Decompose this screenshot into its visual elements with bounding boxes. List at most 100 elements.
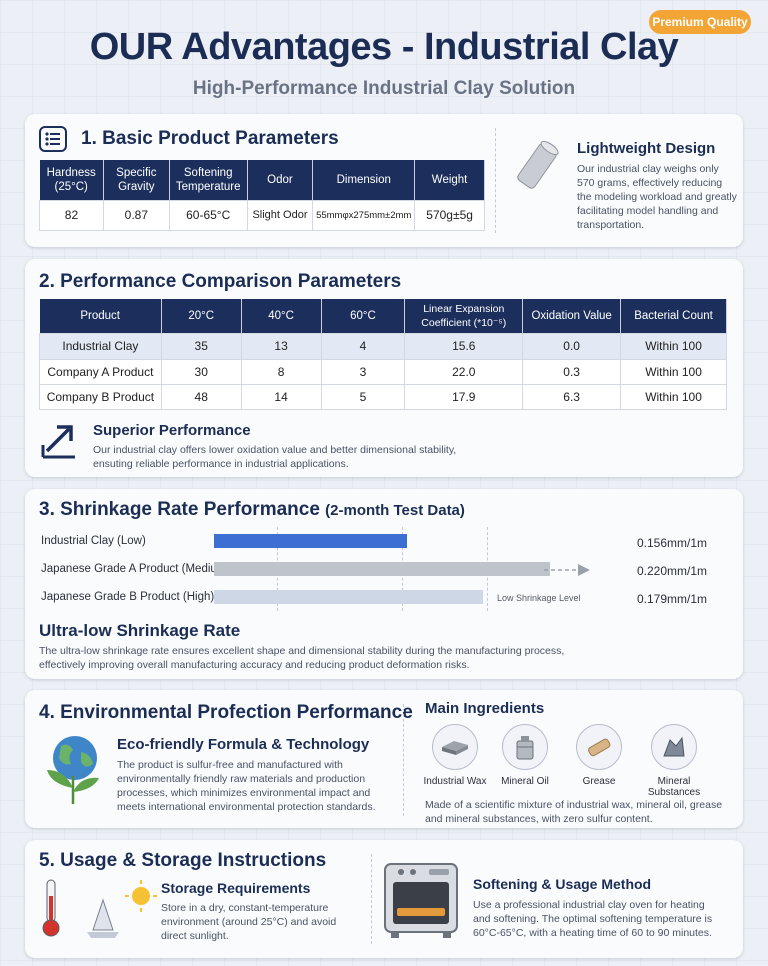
section3-title-text: 3. Shrinkage Rate Performance: [39, 499, 320, 520]
oven-icon: [381, 858, 461, 947]
section4-title: 4. Environmental Profection Performance: [39, 702, 413, 723]
bar-label-grade-b: Japanese Grade B Product (High): [41, 591, 215, 603]
table-cell: 3: [320, 358, 406, 385]
globe-leaf-icon: [37, 732, 107, 809]
bar-label-grade-a: Japanese Grade A Product (Medium): [41, 563, 231, 575]
section4-divider: [403, 704, 404, 816]
section-performance-comparison: 2. Performance Comparison Parameters Pro…: [25, 259, 743, 477]
header-40c: 40°C: [241, 299, 322, 333]
bar-value-grade-b: 0.179mm/1m: [637, 592, 708, 606]
grease-tube-icon: [576, 724, 622, 770]
premium-quality-badge: Premium Quality: [649, 10, 751, 34]
table-cell: 0.3: [522, 358, 622, 385]
ingredient-label: Grease: [582, 776, 616, 787]
table-cell: Within 100: [620, 358, 727, 385]
low-shrinkage-note: Low Shrinkage Level: [497, 593, 581, 603]
ingredient-label: Mineral Oil: [501, 776, 549, 787]
superior-performance-text: Our industrial clay offers lower oxidati…: [93, 444, 457, 470]
trend-up-arrow-icon: [39, 421, 79, 466]
ingredient-mineral-oil: Mineral Oil: [490, 724, 560, 787]
superior-performance-title: Superior Performance: [93, 422, 251, 439]
softening-usage-text: Use a professional industrial clay oven …: [473, 899, 713, 939]
bar-grade-a: [214, 562, 550, 576]
value-weight: 570g±5g: [414, 199, 485, 231]
section2-title: 2. Performance Comparison Parameters: [39, 271, 402, 292]
section-basic-parameters: 1. Basic Product Parameters Hardness (25…: [25, 114, 743, 247]
table-cell: 15.6: [404, 332, 524, 360]
header-bacterial-count: Bacterial Count: [620, 299, 727, 333]
thermometer-sun-icon: [37, 876, 157, 947]
header-softening-temperature: Softening Temperature: [169, 160, 248, 200]
performance-comparison-table: Product 20°C 40°C 60°C Linear Expansion …: [39, 299, 727, 410]
table-cell: 17.9: [404, 383, 524, 410]
table-cell: 5: [320, 383, 406, 410]
table-cell: 35: [160, 332, 242, 360]
table-cell: Company A Product: [39, 358, 162, 385]
ingredients-text: Made of a scientific mixture of industri…: [425, 799, 723, 825]
table-cell: 48: [160, 383, 242, 410]
page-subtitle: High-Performance Industrial Clay Solutio…: [192, 78, 576, 99]
table-cell: Industrial Clay: [39, 332, 162, 360]
header-product: Product: [39, 299, 162, 333]
header-oxidation-value: Oxidation Value: [522, 299, 622, 333]
section5-title: 5. Usage & Storage Instructions: [39, 850, 327, 871]
storage-requirements-title: Storage Requirements: [161, 880, 311, 896]
lightweight-design-text: Our industrial clay weighs only 570 gram…: [577, 163, 737, 231]
lightweight-design-title: Lightweight Design: [577, 140, 716, 157]
bar-value-industrial-clay: 0.156mm/1m: [637, 536, 708, 550]
value-specific-gravity: 0.87: [102, 199, 170, 231]
oil-can-icon: [502, 724, 548, 770]
section5-divider: [371, 854, 372, 944]
list-icon: [39, 126, 67, 152]
table-row: Industrial Clay 35 13 4 15.6 0.0 Within …: [39, 332, 727, 360]
ultra-low-shrinkage-text: The ultra-low shrinkage rate ensures exc…: [39, 645, 565, 671]
section-environmental-protection: 4. Environmental Profection Performance …: [25, 690, 743, 828]
ingredient-label: Mineral Substances: [647, 776, 701, 798]
table-cell: 4: [320, 332, 406, 360]
clay-roll-icon: [507, 134, 567, 203]
page-title: OUR Advantages - Industrial Clay: [89, 26, 679, 68]
value-odor: Slight Odor: [246, 199, 314, 231]
bar-label-industrial-clay: Industrial Clay (Low): [41, 535, 146, 547]
header-dimension: Dimension: [312, 160, 416, 200]
ultra-low-shrinkage-title: Ultra-low Shrinkage Rate: [39, 621, 241, 640]
main-ingredients-title: Main Ingredients: [425, 700, 545, 717]
section1-title: 1. Basic Product Parameters: [81, 128, 339, 149]
table-cell: 13: [240, 332, 322, 360]
softening-usage-title: Softening & Usage Method: [473, 876, 652, 892]
header-hardness: Hardness (25°C): [39, 160, 104, 200]
basic-parameters-table: Hardness (25°C) Specific Gravity Softeni…: [39, 160, 485, 231]
table-row: Company A Product 30 8 3 22.0 0.3 Within…: [39, 358, 727, 385]
ingredient-industrial-wax: Industrial Wax: [420, 724, 490, 787]
eco-friendly-text: The product is sulfur-free and manufactu…: [117, 759, 376, 813]
table-cell: Within 100: [620, 332, 727, 360]
bar-grade-b: [214, 590, 483, 604]
section-usage-storage: 5. Usage & Storage Instructions Storage …: [25, 840, 743, 958]
table-cell: 6.3: [522, 383, 622, 410]
value-softening-temperature: 60-65°C: [168, 199, 248, 231]
table-row: Company B Product 48 14 5 17.9 6.3 Withi…: [39, 383, 727, 410]
value-dimension: 55mmφx275mm±2mm: [312, 199, 416, 231]
table-cell: 8: [240, 358, 322, 385]
table-cell: 14: [240, 383, 322, 410]
ingredient-label: Industrial Wax: [423, 776, 487, 787]
bar-industrial-clay: [214, 534, 407, 548]
section3-title-suffix: (2-month Test Data): [325, 502, 465, 519]
bar-value-grade-a: 0.220mm/1m: [637, 564, 708, 578]
table-cell: Within 100: [620, 383, 727, 410]
table-cell: 0.0: [522, 332, 622, 360]
ingredient-mineral-substances: Mineral Substances: [639, 724, 709, 798]
ingredient-grease: Grease: [564, 724, 634, 787]
mineral-rock-icon: [651, 724, 697, 770]
header-specific-gravity: Specific Gravity: [103, 160, 170, 200]
value-hardness: 82: [39, 199, 104, 231]
arrow-right-icon: [544, 562, 592, 583]
section1-divider: [495, 128, 496, 233]
header-odor: Odor: [247, 160, 314, 200]
eco-friendly-title: Eco-friendly Formula & Technology: [117, 736, 370, 753]
header-weight: Weight: [414, 160, 485, 200]
table-cell: 30: [160, 358, 242, 385]
header-20c: 20°C: [161, 299, 242, 333]
section3-title: 3. Shrinkage Rate Performance (2-month T…: [39, 499, 465, 521]
table-cell: Company B Product: [39, 383, 162, 410]
